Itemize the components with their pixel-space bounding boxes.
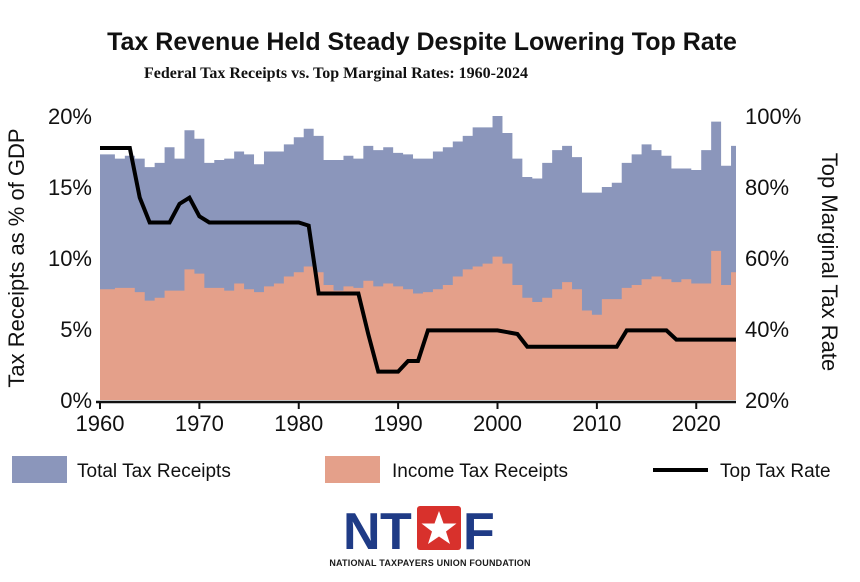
legend: Total Tax Receipts Income Tax Receipts T… <box>12 456 831 483</box>
left-tick-label-1: 5% <box>60 317 92 342</box>
left-tick-label-2: 10% <box>48 246 92 271</box>
left-axis-label: Tax Receipts as % of GDP <box>4 128 29 387</box>
top-tax-rate-line <box>100 145 736 374</box>
x-tick-label-2000: 2000 <box>473 411 522 436</box>
x-tick-label-2020: 2020 <box>672 411 721 436</box>
x-tick-label-1960: 1960 <box>76 411 125 436</box>
legend-swatch-total <box>12 456 67 483</box>
x-tick-label-1970: 1970 <box>175 411 224 436</box>
legend-label-rate: Top Tax Rate <box>720 461 831 482</box>
ntuf-logo: N T U F NATIONAL TAXPAYERS UNION FOUNDAT… <box>329 503 530 568</box>
left-tick-label-4: 20% <box>48 104 92 129</box>
right-tick-label-1: 40% <box>745 317 789 342</box>
income-receipts-area <box>100 250 736 400</box>
logo-letter-t: T <box>380 503 412 561</box>
right-tick-label-4: 100% <box>745 104 801 129</box>
logo-letter-f: F <box>463 503 495 561</box>
right-tick-label-0: 20% <box>745 388 789 413</box>
left-tick-label-0: 0% <box>60 388 92 413</box>
logo-letter-u: U <box>420 503 458 561</box>
right-axis-label: Top Marginal Tax Rate <box>817 153 842 372</box>
chart-subtitle: Federal Tax Receipts vs. Top Marginal Ra… <box>144 65 528 82</box>
right-tick-label-3: 80% <box>745 175 789 200</box>
x-tick-label-2010: 2010 <box>572 411 621 436</box>
chart-title: Tax Revenue Held Steady Despite Lowering… <box>107 28 737 56</box>
x-tick-label-1990: 1990 <box>374 411 423 436</box>
logo-foundation-name: NATIONAL TAXPAYERS UNION FOUNDATION <box>329 558 530 568</box>
legend-label-income: Income Tax Receipts <box>392 461 568 482</box>
logo-star-emblem: U <box>417 503 461 561</box>
legend-label-total: Total Tax Receipts <box>77 461 231 482</box>
plot-area <box>100 116 736 400</box>
logo-letter-n: N <box>343 503 381 561</box>
x-tick-label-1980: 1980 <box>274 411 323 436</box>
right-tick-label-2: 60% <box>745 246 789 271</box>
legend-swatch-income <box>325 456 380 483</box>
left-tick-label-3: 15% <box>48 175 92 200</box>
axes: 1960 1970 1980 1990 2000 2010 2020 0% 5% 10% 15% 20… <box>48 104 801 436</box>
